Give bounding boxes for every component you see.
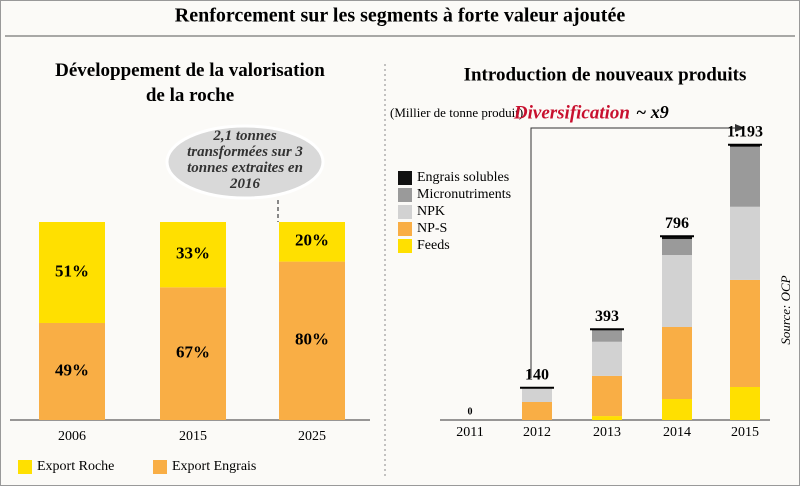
chart1-title: Développement de la valorisation de la r… [55,60,325,106]
value-label: 33% [176,244,210,263]
value-label: 51% [55,261,89,280]
bar-segment [160,222,226,288]
legend-label: Micronutriments [417,187,511,202]
bar-segment [662,327,692,399]
legend-swatch [398,188,412,202]
legend-swatch [398,239,412,253]
arrow-head [735,124,745,132]
unit-label: (Millier de tonne produit) [390,105,523,120]
bar-segment [730,146,760,207]
main-title: Renforcement sur les segments à forte va… [175,5,626,27]
bar-segment [730,206,760,280]
total-label: 0 [468,406,473,417]
legend-label: NP-S [417,221,447,236]
x-tick-label: 2012 [523,425,551,440]
value-label: 67% [176,343,210,362]
annotation: Diversification [513,102,630,123]
bar-segment [39,222,105,323]
bar-segment [662,399,692,420]
source: Source: OCP [778,275,793,344]
bar-segment [279,261,345,420]
x-tick-label: 2011 [456,425,483,440]
value-label: 20% [295,231,329,250]
legend-label: Export Engrais [172,459,256,474]
total-label: 1.193 [727,123,763,140]
total-label: 393 [595,308,619,325]
bar-segment [662,239,692,255]
bar-segment [662,255,692,327]
annotation-factor: ~ x9 [636,102,669,122]
bar-segment [522,387,552,402]
bar-segment [160,287,226,420]
bar-segment [730,387,760,420]
bar-segment [592,416,622,420]
bar-segment [662,236,692,240]
x-tick-label: 2013 [593,425,621,440]
bar-segment [730,144,760,147]
legend-swatch [18,460,32,474]
x-tick-label: 2006 [58,429,86,444]
legend-label: Feeds [417,238,450,253]
legend-swatch [398,205,412,219]
legend-label: Engrais solubles [417,170,509,185]
chart2-title: Introduction de nouveaux produits [464,64,747,85]
arrow [530,127,735,378]
callout-text: 2,1 tonnes transformées sur 3 tonnes ext… [187,128,303,192]
bar-segment [522,402,552,420]
bar-segment [592,341,622,376]
legend-swatch [398,222,412,236]
bar-segment [730,279,760,387]
x-tick-label: 2015 [179,429,207,444]
bar-segment [592,375,622,417]
x-tick-label: 2014 [663,425,691,440]
value-label: 80% [295,330,329,349]
legend-label: Export Roche [37,459,114,474]
bar-segment [592,330,622,342]
chart1-title-box: Développement de la valorisation de la r… [55,60,325,106]
callout-bubble [165,124,325,200]
value-label: 49% [55,360,89,379]
x-tick-label: 2025 [298,429,326,444]
x-tick-label: 2015 [731,425,759,440]
total-label: 140 [525,366,549,383]
bar-segment [39,322,105,420]
legend-swatch [398,171,412,185]
bar-segment [279,222,345,262]
legend-swatch [153,460,167,474]
total-label: 796 [665,215,689,232]
callout-box: 2,1 tonnes transformées sur 3 tonnes ext… [187,128,303,192]
legend-label: NPK [417,204,445,219]
